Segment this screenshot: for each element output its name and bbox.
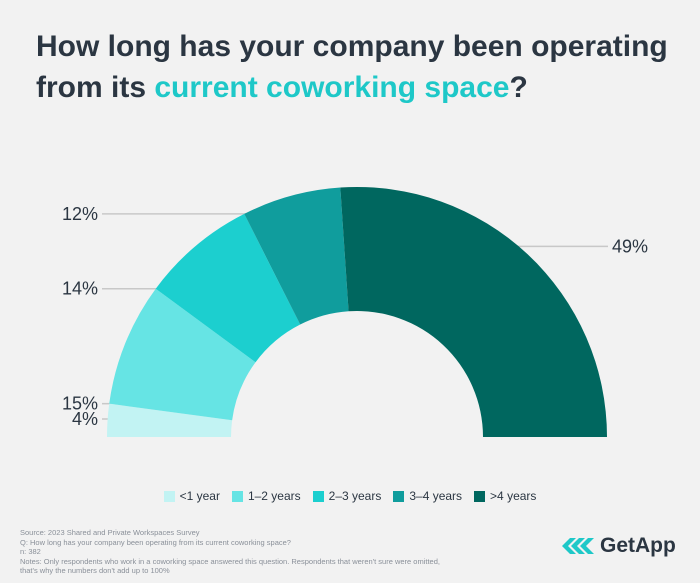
notes-line-2: that's why the numbers don't add up to 1… (20, 566, 170, 575)
source-note: Source: 2023 Shared and Private Workspac… (20, 528, 200, 537)
legend-swatch-2 (312, 490, 324, 502)
chart-legend: <1 year 1–2 years 2–3 years 3–4 years >4 yea… (0, 489, 700, 503)
legend-label-1: 1–2 years (247, 489, 301, 503)
legend-swatch-1 (231, 490, 243, 502)
sample-size-note: n: 382 (20, 547, 41, 556)
legend-swatch-0 (163, 490, 175, 502)
slice-2 (155, 213, 301, 363)
legend-label-2: 2–3 years (328, 489, 382, 503)
legend-swatch-4 (474, 490, 486, 502)
getapp-chevrons-icon (562, 538, 594, 554)
value-label-1: 15% (62, 394, 98, 414)
logo-text: GetApp (600, 534, 676, 557)
chart-title: How long has your company been operating… (36, 26, 676, 108)
legend-label-3: 3–4 years (409, 489, 463, 503)
slice-4 (340, 186, 608, 437)
legend-item-0: <1 year (163, 489, 220, 503)
legend-swatch-3 (393, 490, 405, 502)
legend-item-2: 2–3 years (312, 489, 382, 503)
slice-1 (109, 288, 256, 421)
legend-label-0: <1 year (179, 489, 220, 503)
slice-3 (244, 187, 349, 325)
value-label-2: 14% (62, 279, 98, 299)
question-note: Q: How long has your company been operat… (20, 537, 291, 547)
title-part-1: How long has your company been operating… (36, 30, 668, 104)
slice-0 (107, 403, 233, 437)
legend-item-1: 1–2 years (231, 489, 301, 503)
chart-notes: Source: 2023 Shared and Private Workspac… (20, 528, 540, 576)
value-label-4: 49% (612, 236, 648, 256)
legend-item-3: 3–4 years (393, 489, 462, 503)
semicircle-donut-chart: 4%15% 14% 12% 49% (62, 186, 648, 437)
value-label-3: 12% (62, 204, 98, 224)
notes-line-1: Notes: Only respondents who work in a co… (20, 556, 440, 566)
legend-item-4: >4 years (474, 489, 536, 503)
getapp-logo: GetApp (562, 534, 676, 558)
legend-label-4: >4 years (490, 489, 537, 503)
title-highlight: current coworking space (154, 71, 510, 104)
value-label-0: 4% (72, 409, 98, 429)
title-part-2: ? (509, 71, 528, 104)
